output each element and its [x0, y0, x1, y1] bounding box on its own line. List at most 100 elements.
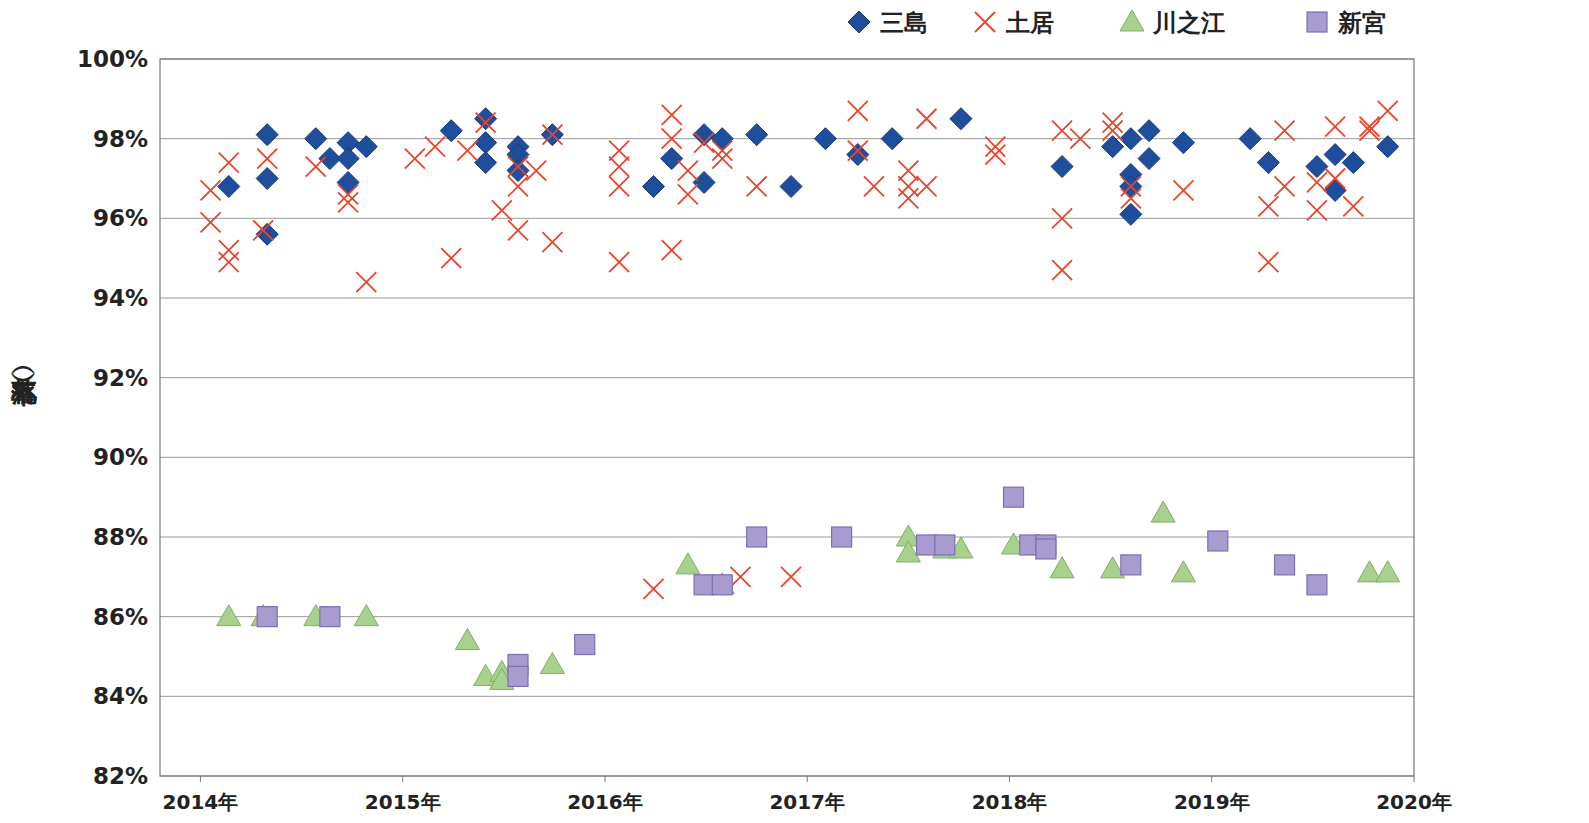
point	[1275, 176, 1295, 196]
point	[354, 605, 378, 626]
point	[1138, 120, 1160, 142]
point	[1171, 561, 1195, 582]
point	[475, 152, 497, 174]
series-2	[201, 101, 1398, 599]
point	[257, 149, 277, 169]
point	[541, 124, 563, 146]
point	[405, 149, 425, 169]
point	[730, 567, 750, 587]
point	[218, 175, 240, 197]
point	[1120, 175, 1142, 197]
point	[643, 175, 665, 197]
point	[1343, 196, 1363, 216]
point	[609, 176, 629, 196]
x-tick	[604, 776, 605, 782]
point	[1275, 121, 1295, 141]
point	[694, 575, 714, 595]
point	[457, 141, 477, 161]
point	[1151, 501, 1175, 522]
points	[201, 101, 1400, 690]
point	[694, 133, 714, 153]
point	[219, 252, 239, 272]
y-tick-label: 90%	[93, 444, 148, 470]
point	[201, 212, 221, 232]
x-tick	[1414, 776, 1415, 782]
series-1	[218, 108, 1399, 246]
point	[1052, 208, 1072, 228]
point	[455, 629, 479, 650]
point	[492, 200, 512, 220]
point	[609, 252, 629, 272]
point	[693, 171, 715, 193]
point	[1360, 117, 1380, 137]
x-tick-label: 2016年	[567, 790, 643, 814]
x-tick	[1009, 776, 1010, 782]
point	[305, 128, 327, 150]
point	[1036, 539, 1056, 559]
y-axis-label: （落札率）	[9, 366, 37, 407]
x-tick	[807, 776, 808, 782]
x-tick	[402, 776, 403, 782]
y-tick-label: 84%	[93, 683, 148, 709]
point	[1258, 196, 1278, 216]
point	[1258, 252, 1278, 272]
plot-frame	[160, 59, 1414, 776]
point	[848, 101, 868, 121]
point	[1121, 188, 1141, 208]
point	[1325, 169, 1345, 189]
grid-line	[160, 377, 1414, 378]
point	[219, 153, 239, 173]
point	[508, 176, 528, 196]
point	[1377, 136, 1399, 158]
point	[425, 137, 445, 157]
x-tick-label: 2018年	[972, 790, 1048, 814]
y-tick-label: 82%	[93, 763, 148, 789]
point	[1052, 260, 1072, 280]
chart: 82%84%86%88%90%92%94%96%98%100%2014年2015…	[0, 0, 1589, 823]
point	[508, 666, 528, 686]
x-tick-label: 2020年	[1376, 790, 1452, 814]
point	[475, 108, 497, 130]
point	[712, 575, 732, 595]
point	[306, 157, 326, 177]
y-tick-label: 92%	[93, 365, 148, 391]
point	[917, 176, 937, 196]
point	[1051, 156, 1073, 178]
point	[256, 124, 278, 146]
point	[747, 527, 767, 547]
point	[985, 145, 1005, 165]
point	[320, 607, 340, 627]
point	[1121, 555, 1141, 575]
point	[814, 128, 836, 150]
y-tick-label: 88%	[93, 524, 148, 550]
point	[1070, 129, 1090, 149]
series-3	[217, 501, 1400, 689]
point	[476, 113, 496, 133]
point	[441, 248, 461, 268]
point	[1325, 117, 1345, 137]
point	[201, 180, 221, 200]
legend-label: 土居	[1005, 9, 1054, 37]
grid-line	[160, 457, 1414, 458]
point	[935, 535, 955, 555]
x-tick-label: 2014年	[163, 790, 239, 814]
x-tick-label: 2017年	[769, 790, 845, 814]
series-4	[257, 487, 1327, 686]
y-tick-label: 94%	[93, 285, 148, 311]
legend-marker	[848, 11, 870, 33]
legend-marker	[975, 12, 995, 32]
point	[1376, 561, 1400, 582]
point	[1052, 121, 1072, 141]
y-tick-label: 86%	[93, 604, 148, 630]
point	[898, 161, 918, 181]
point	[864, 176, 884, 196]
point	[1275, 555, 1295, 575]
point	[781, 567, 801, 587]
point	[1004, 487, 1024, 507]
point	[337, 171, 359, 193]
point	[917, 109, 937, 129]
point	[711, 128, 733, 150]
point	[676, 553, 700, 574]
point	[337, 148, 359, 170]
y-tick-label: 96%	[93, 205, 148, 231]
